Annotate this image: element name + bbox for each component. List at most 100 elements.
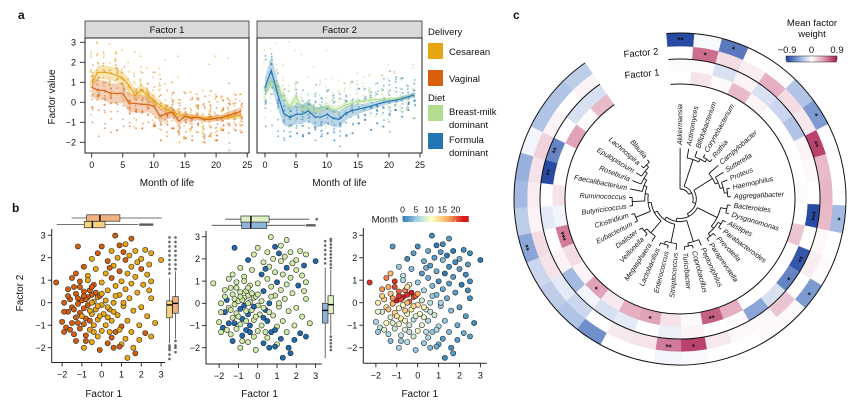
sample-dot (331, 118, 334, 121)
tree-branch (647, 159, 650, 163)
scatter-point (65, 286, 71, 293)
sample-dot (395, 90, 398, 93)
sample-dot (374, 90, 377, 93)
boxplot-outlier (329, 243, 333, 246)
sample-dot (399, 91, 402, 94)
scatter-point (110, 344, 117, 351)
sample-dot (151, 101, 154, 104)
scatter-point (408, 289, 415, 296)
sample-dot (135, 98, 138, 101)
tree-branch (643, 185, 648, 188)
legend-label-vaginal: Vaginal (449, 74, 480, 85)
scatter-point (252, 313, 259, 320)
scatter-point (268, 283, 275, 290)
sample-dot (302, 89, 304, 92)
scatter-point (425, 248, 432, 254)
y-tick-label: −1 (347, 320, 357, 330)
scatter-point (120, 249, 127, 255)
y-tick-label: 2 (71, 58, 76, 68)
sample-dot (91, 85, 94, 87)
sample-dot (146, 104, 149, 107)
scatter-point (254, 291, 261, 298)
sample-dot (226, 57, 229, 60)
sample-dot (114, 79, 117, 82)
sample-dot (407, 108, 410, 111)
sample-dot (220, 129, 223, 132)
sample-dot (164, 118, 167, 121)
sample-dot (370, 128, 373, 131)
sample-dot (178, 128, 181, 131)
scatter-point (102, 322, 109, 329)
tree-branch (687, 239, 699, 244)
sample-dot (147, 101, 150, 104)
sample-dot (209, 110, 212, 113)
sample-dot (209, 108, 212, 111)
sample-dot (139, 70, 142, 73)
sample-dot (116, 103, 119, 106)
sample-dot (338, 104, 341, 107)
scatter-point (387, 338, 394, 344)
sample-dot (91, 71, 94, 74)
sample-dot (406, 98, 409, 101)
sample-dot (153, 125, 156, 128)
scatter-point (279, 318, 286, 324)
sample-dot (368, 115, 371, 118)
sample-dot (141, 110, 143, 113)
scatter-point (114, 254, 121, 261)
tree-branch (717, 221, 722, 225)
sample-dot (374, 94, 377, 97)
sample-dot (96, 52, 99, 55)
sample-dot (295, 132, 298, 135)
trend-line-formula-dominant (264, 68, 414, 120)
boxplot-box (172, 296, 179, 314)
sample-dot (413, 78, 416, 81)
sample-dot (387, 63, 390, 66)
scatter-point (425, 334, 432, 341)
sample-dot (269, 96, 272, 99)
sample-dot (158, 88, 161, 91)
scatter-point (116, 268, 123, 275)
tree-branch (679, 188, 690, 195)
tree-branch (691, 245, 694, 249)
scatter-point (218, 329, 224, 336)
ring-border (564, 83, 796, 315)
genus-label: Aggregatibacter (733, 190, 785, 200)
x-tick-label: 0 (99, 370, 104, 380)
boxplot-outlier (174, 258, 177, 262)
scatter-point (75, 300, 81, 307)
sample-dot (140, 66, 142, 69)
sample-dot (299, 92, 302, 95)
scatter-point (385, 284, 392, 290)
sample-dot (170, 97, 173, 100)
sample-dot (300, 97, 303, 100)
sample-dot (388, 94, 391, 97)
sample-dot (308, 115, 311, 118)
boxplot-outlier (174, 350, 177, 354)
scatter-point (429, 282, 436, 289)
boxplot-outlier (168, 245, 171, 248)
scatter-point (126, 295, 133, 302)
sample-dot (216, 134, 219, 137)
scatter-point (287, 274, 294, 281)
sample-dot (306, 113, 309, 116)
sample-dot (214, 131, 217, 134)
sample-dot (116, 110, 119, 113)
tree-branch (692, 202, 696, 204)
sample-dot (269, 102, 272, 105)
boxplot-outlier (168, 254, 171, 257)
scatter-point (94, 333, 101, 340)
scatter-point (412, 347, 419, 353)
sample-dot (114, 58, 117, 61)
sample-dot (343, 120, 346, 123)
scatter-point (421, 314, 427, 321)
scatter-point (231, 301, 238, 308)
tree-branch (640, 165, 644, 169)
sample-dot (263, 99, 266, 101)
sample-dot (414, 99, 417, 102)
sample-dot (214, 97, 217, 100)
scatter-point (241, 278, 248, 284)
boxplot-outlier (329, 266, 333, 270)
scatter-point (450, 273, 457, 280)
sample-dot (197, 131, 200, 134)
